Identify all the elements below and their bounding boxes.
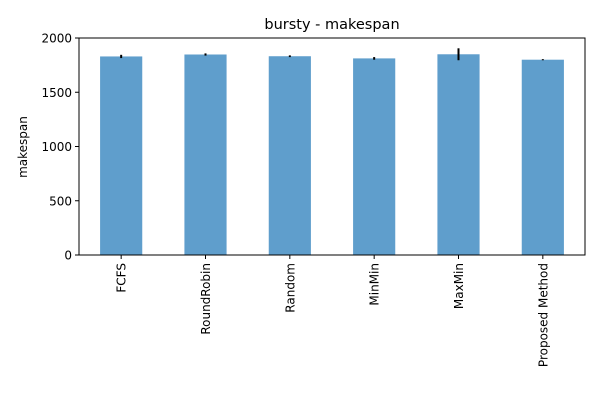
bar [268, 56, 311, 256]
bar [184, 54, 227, 255]
bar [353, 58, 396, 256]
x-tick-label: FCFS [115, 263, 129, 293]
y-tick-label: 2000 [41, 32, 72, 46]
y-tick-label: 1500 [41, 86, 72, 100]
x-tick-label: Random [283, 263, 297, 313]
x-axis: FCFS RoundRobin Random MinMin MaxMin Proposed… [115, 255, 550, 367]
y-tick-label: 1000 [41, 140, 72, 154]
x-tick-label: RoundRobin [199, 263, 213, 335]
x-tick-label: MaxMin [452, 263, 466, 309]
y-tick-label: 500 [49, 194, 72, 208]
y-axis-label: makespan [16, 116, 30, 178]
x-tick-label: Proposed Method [536, 263, 550, 367]
y-axis: 0 500 1000 1500 2000 [41, 32, 79, 263]
error-bars [120, 48, 544, 61]
bars [100, 54, 564, 256]
bar [437, 54, 480, 256]
x-tick-label: MinMin [368, 263, 382, 306]
plot-frame [78, 37, 586, 256]
bar [100, 56, 143, 255]
y-tick-label: 0 [64, 249, 72, 263]
chart-title: bursty - makespan [264, 17, 399, 33]
bar [521, 59, 564, 256]
